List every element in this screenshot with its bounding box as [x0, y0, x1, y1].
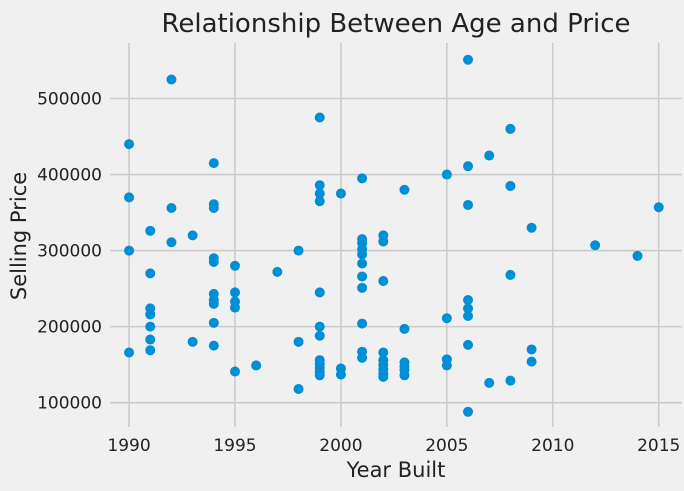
data-point	[314, 188, 325, 199]
grid	[110, 43, 682, 427]
y-tick-label: 400000	[37, 166, 102, 186]
x-tick-label: 1990	[107, 436, 150, 456]
data-point	[357, 173, 368, 184]
data-point	[187, 230, 198, 241]
data-point	[145, 225, 156, 236]
data-point	[229, 302, 240, 313]
data-point	[399, 370, 410, 381]
data-point	[463, 199, 474, 210]
data-point	[166, 203, 177, 214]
data-points	[124, 54, 664, 417]
data-point	[484, 150, 495, 161]
data-point	[166, 237, 177, 248]
data-point	[505, 269, 516, 280]
data-point	[314, 112, 325, 123]
data-point	[314, 370, 325, 381]
data-point	[463, 406, 474, 417]
data-point	[378, 347, 389, 358]
data-point	[441, 360, 452, 371]
data-point	[166, 74, 177, 85]
data-point	[463, 54, 474, 65]
x-tick-label: 2010	[531, 436, 574, 456]
data-point	[208, 256, 219, 267]
data-point	[399, 323, 410, 334]
data-point	[357, 282, 368, 293]
data-point	[208, 340, 219, 351]
data-point	[229, 366, 240, 377]
data-point	[293, 336, 304, 347]
x-tick-label: 2000	[319, 436, 362, 456]
data-point	[335, 188, 346, 199]
data-point	[484, 377, 495, 388]
data-point	[229, 260, 240, 271]
data-point	[378, 236, 389, 247]
data-point	[314, 180, 325, 191]
data-point	[399, 184, 410, 195]
data-point	[357, 271, 368, 282]
data-point	[293, 245, 304, 256]
y-tick-label: 300000	[37, 242, 102, 262]
data-point	[441, 313, 452, 324]
data-point	[208, 158, 219, 169]
data-point	[463, 161, 474, 172]
data-point	[145, 309, 156, 320]
data-point	[463, 339, 474, 350]
data-point	[124, 192, 135, 203]
data-point	[229, 287, 240, 298]
data-point	[208, 203, 219, 214]
x-tick-label: 1995	[213, 436, 256, 456]
data-point	[463, 303, 474, 314]
x-axis-label: Year Built	[346, 458, 446, 482]
data-point	[124, 347, 135, 358]
data-point	[463, 295, 474, 306]
x-tick-label: 2005	[425, 436, 468, 456]
data-point	[357, 249, 368, 260]
data-point	[251, 360, 262, 371]
chart-title: Relationship Between Age and Price	[161, 9, 630, 39]
data-point	[208, 298, 219, 309]
data-point	[357, 258, 368, 269]
y-tick-label: 500000	[37, 90, 102, 110]
data-point	[526, 222, 537, 233]
data-point	[505, 375, 516, 386]
data-point	[314, 196, 325, 207]
x-tick-label: 2015	[637, 436, 680, 456]
data-point	[632, 250, 643, 261]
data-point	[314, 330, 325, 341]
data-point	[145, 345, 156, 356]
data-point	[653, 202, 664, 213]
data-point	[526, 356, 537, 367]
data-point	[208, 317, 219, 328]
data-point	[335, 369, 346, 380]
data-point	[357, 352, 368, 363]
data-point	[145, 321, 156, 332]
data-point	[272, 266, 283, 277]
data-point	[378, 371, 389, 382]
data-point	[145, 334, 156, 345]
data-point	[187, 336, 198, 347]
data-point	[124, 245, 135, 256]
data-point	[124, 139, 135, 150]
data-point	[441, 169, 452, 180]
data-point	[505, 123, 516, 134]
data-point	[357, 318, 368, 329]
data-point	[505, 180, 516, 191]
data-point	[590, 240, 601, 251]
tick-labels: 1990 1995 2000 2005 2010 2015 100000 200000 3000…	[37, 90, 680, 456]
data-point	[526, 344, 537, 355]
data-point	[145, 268, 156, 279]
y-tick-label: 200000	[37, 318, 102, 338]
data-point	[314, 287, 325, 298]
data-point	[463, 310, 474, 321]
data-point	[293, 383, 304, 394]
data-point	[314, 321, 325, 332]
y-tick-label: 100000	[37, 394, 102, 414]
data-point	[378, 276, 389, 287]
y-axis-label: Selling Price	[7, 172, 31, 300]
